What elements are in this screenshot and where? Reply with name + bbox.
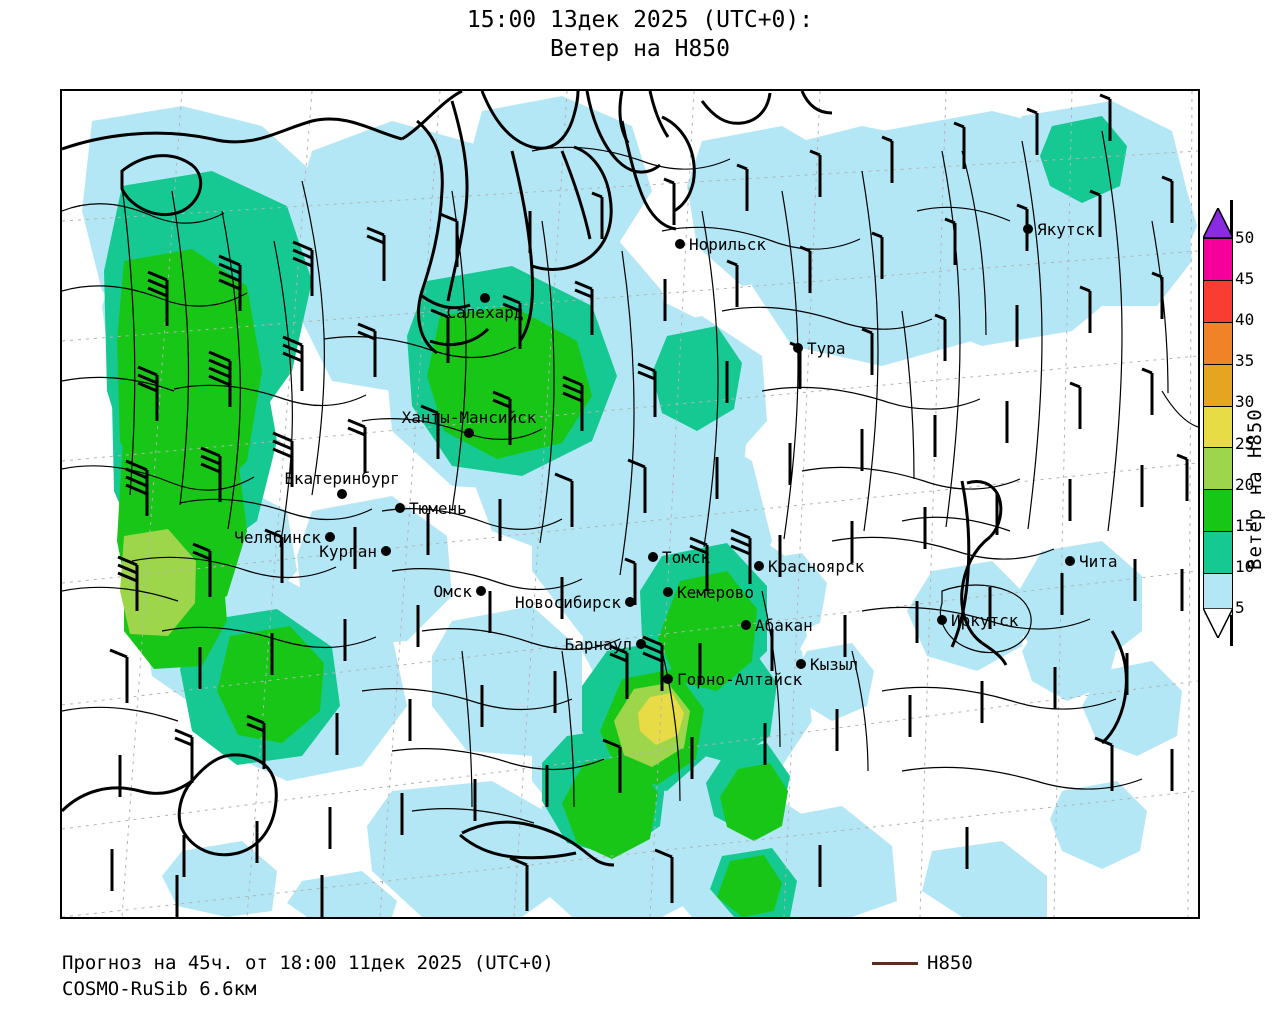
city-label: Омск (433, 582, 472, 601)
city-label: Якутск (1037, 220, 1095, 239)
city-label: Барнаул (565, 635, 632, 654)
city-marker: Норильск (675, 235, 766, 254)
city-marker: Горно-Алтайск (663, 670, 803, 689)
colorbar-tick: 45 (1235, 269, 1255, 289)
colorbar-tick: 40 (1235, 310, 1255, 330)
city-dot (663, 674, 673, 684)
city-marker: Салехард (446, 293, 524, 322)
weather-map: Якутск Норильск Салехард Тура Ханты-Мансийск… (60, 89, 1200, 919)
city-marker: Барнаул (565, 635, 646, 654)
city-dot (325, 532, 335, 542)
city-label: Чита (1079, 552, 1118, 571)
city-dot (937, 615, 947, 625)
city-dot (648, 552, 658, 562)
city-label: Кемерово (677, 583, 754, 602)
city-layer: Якутск Норильск Салехард Тура Ханты-Мансийск… (234, 220, 1117, 689)
legend-label: H850 (927, 952, 973, 974)
city-marker: Красноярск (754, 557, 865, 576)
colorbar-segment (1204, 448, 1232, 491)
colorbar-segments (1203, 238, 1233, 615)
city-dot (754, 561, 764, 571)
city-label: Кызыл (810, 655, 858, 674)
city-dot (476, 586, 486, 596)
colorbar-tick: 25 (1235, 433, 1255, 453)
city-label: Абакан (755, 616, 813, 635)
city-dot (464, 428, 474, 438)
city-marker: Кызыл (796, 655, 858, 674)
city-label: Тура (807, 339, 846, 358)
city-label: Иркутск (951, 611, 1019, 630)
city-dot (675, 239, 685, 249)
colorbar-segment (1204, 490, 1232, 533)
map-canvas: Якутск Норильск Салехард Тура Ханты-Мансийск… (62, 91, 1198, 917)
colorbar-segment (1204, 239, 1232, 281)
city-dot (625, 597, 635, 607)
city-marker: Курган (319, 542, 391, 561)
latlon-grid (62, 91, 1198, 917)
colorbar-tick: 20 (1235, 474, 1255, 494)
colorbar-axis-label: Ветер на H850 (1244, 408, 1266, 570)
colorbar-tick-labels: 50 45 40 35 30 25 20 15 10 5 (1235, 230, 1275, 616)
city-marker: Екатеринбург (284, 469, 400, 499)
title-line-datetime: 15:00 13дек 2025 (UTC+0): (466, 7, 814, 33)
model-info: COSMO-RuSib 6.6км (62, 978, 257, 1000)
city-marker: Абакан (741, 616, 813, 635)
city-dot (741, 620, 751, 630)
colorbar-tick: 5 (1235, 598, 1245, 617)
colorbar-segment (1204, 280, 1232, 323)
city-marker: Тура (793, 339, 846, 358)
city-dot (636, 639, 646, 649)
colorbar-tick: 15 (1235, 515, 1255, 535)
city-marker: Омск (433, 582, 486, 601)
city-label: Курган (319, 542, 377, 561)
colorbar-over-arrow (1203, 208, 1233, 238)
city-marker: Иркутск (937, 611, 1019, 630)
city-label: Салехард (446, 303, 523, 322)
colorbar-under-arrow (1203, 608, 1233, 638)
colorbar-segment (1204, 322, 1232, 365)
city-dot (381, 546, 391, 556)
colorbar-tick: 30 (1235, 392, 1255, 412)
city-label: Тюмень (409, 499, 467, 518)
city-label: Томск (662, 548, 711, 567)
forecast-info: Прогноз на 45ч. от 18:00 11дек 2025 (UTC… (62, 952, 554, 974)
city-dot (1065, 556, 1075, 566)
city-label: Горно-Алтайск (677, 670, 803, 689)
city-marker: Чита (1065, 552, 1118, 571)
colorbar-segment (1204, 406, 1232, 449)
city-label: Челябинск (234, 528, 321, 547)
city-marker: Челябинск (234, 528, 335, 547)
legend-line-swatch (872, 961, 918, 965)
city-marker: Тюмень (395, 499, 467, 518)
city-label: Красноярск (768, 557, 865, 576)
city-dot (395, 503, 405, 513)
colorbar-segment (1204, 364, 1232, 407)
city-marker: Ханты-Мансийск (402, 408, 537, 438)
city-label: Ханты-Мансийск (402, 408, 537, 427)
chart-title-block: 15:00 13дек 2025 (UTC+0): Ветер на H850 (0, 6, 1280, 64)
footer: Прогноз на 45ч. от 18:00 11дек 2025 (UTC… (62, 950, 1242, 1002)
city-marker: Якутск (1023, 220, 1095, 239)
city-dot (663, 587, 673, 597)
colorbar-tick: 10 (1235, 556, 1255, 576)
city-label: Норильск (689, 235, 766, 254)
title-line-variable: Ветер на H850 (549, 36, 730, 62)
city-marker: Кемерово (663, 583, 754, 602)
city-marker: Томск (648, 548, 711, 567)
city-dot (793, 343, 803, 353)
colorbar: 50 45 40 35 30 25 20 15 10 5 (1203, 208, 1254, 638)
colorbar-tick: 50 (1235, 228, 1255, 247)
city-dot (480, 293, 490, 303)
series-legend: H850 (872, 950, 973, 976)
city-label: Новосибирск (515, 593, 621, 612)
colorbar-segment (1204, 532, 1232, 574)
city-marker: Новосибирск (515, 593, 635, 612)
city-dot (796, 659, 806, 669)
colorbar-tick: 35 (1235, 351, 1255, 371)
city-label: Екатеринбург (284, 469, 400, 488)
city-dot (337, 489, 347, 499)
city-dot (1023, 224, 1033, 234)
